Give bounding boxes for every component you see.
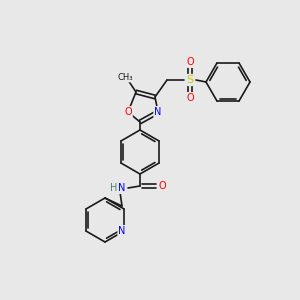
Text: S: S [186,75,194,85]
Text: O: O [186,93,194,103]
Text: O: O [186,57,194,67]
Text: N: N [118,226,126,236]
Text: CH₃: CH₃ [117,73,133,82]
Text: H: H [110,183,118,193]
Text: O: O [158,181,166,191]
Text: O: O [124,107,132,117]
Text: N: N [154,107,162,117]
Text: N: N [118,183,126,193]
